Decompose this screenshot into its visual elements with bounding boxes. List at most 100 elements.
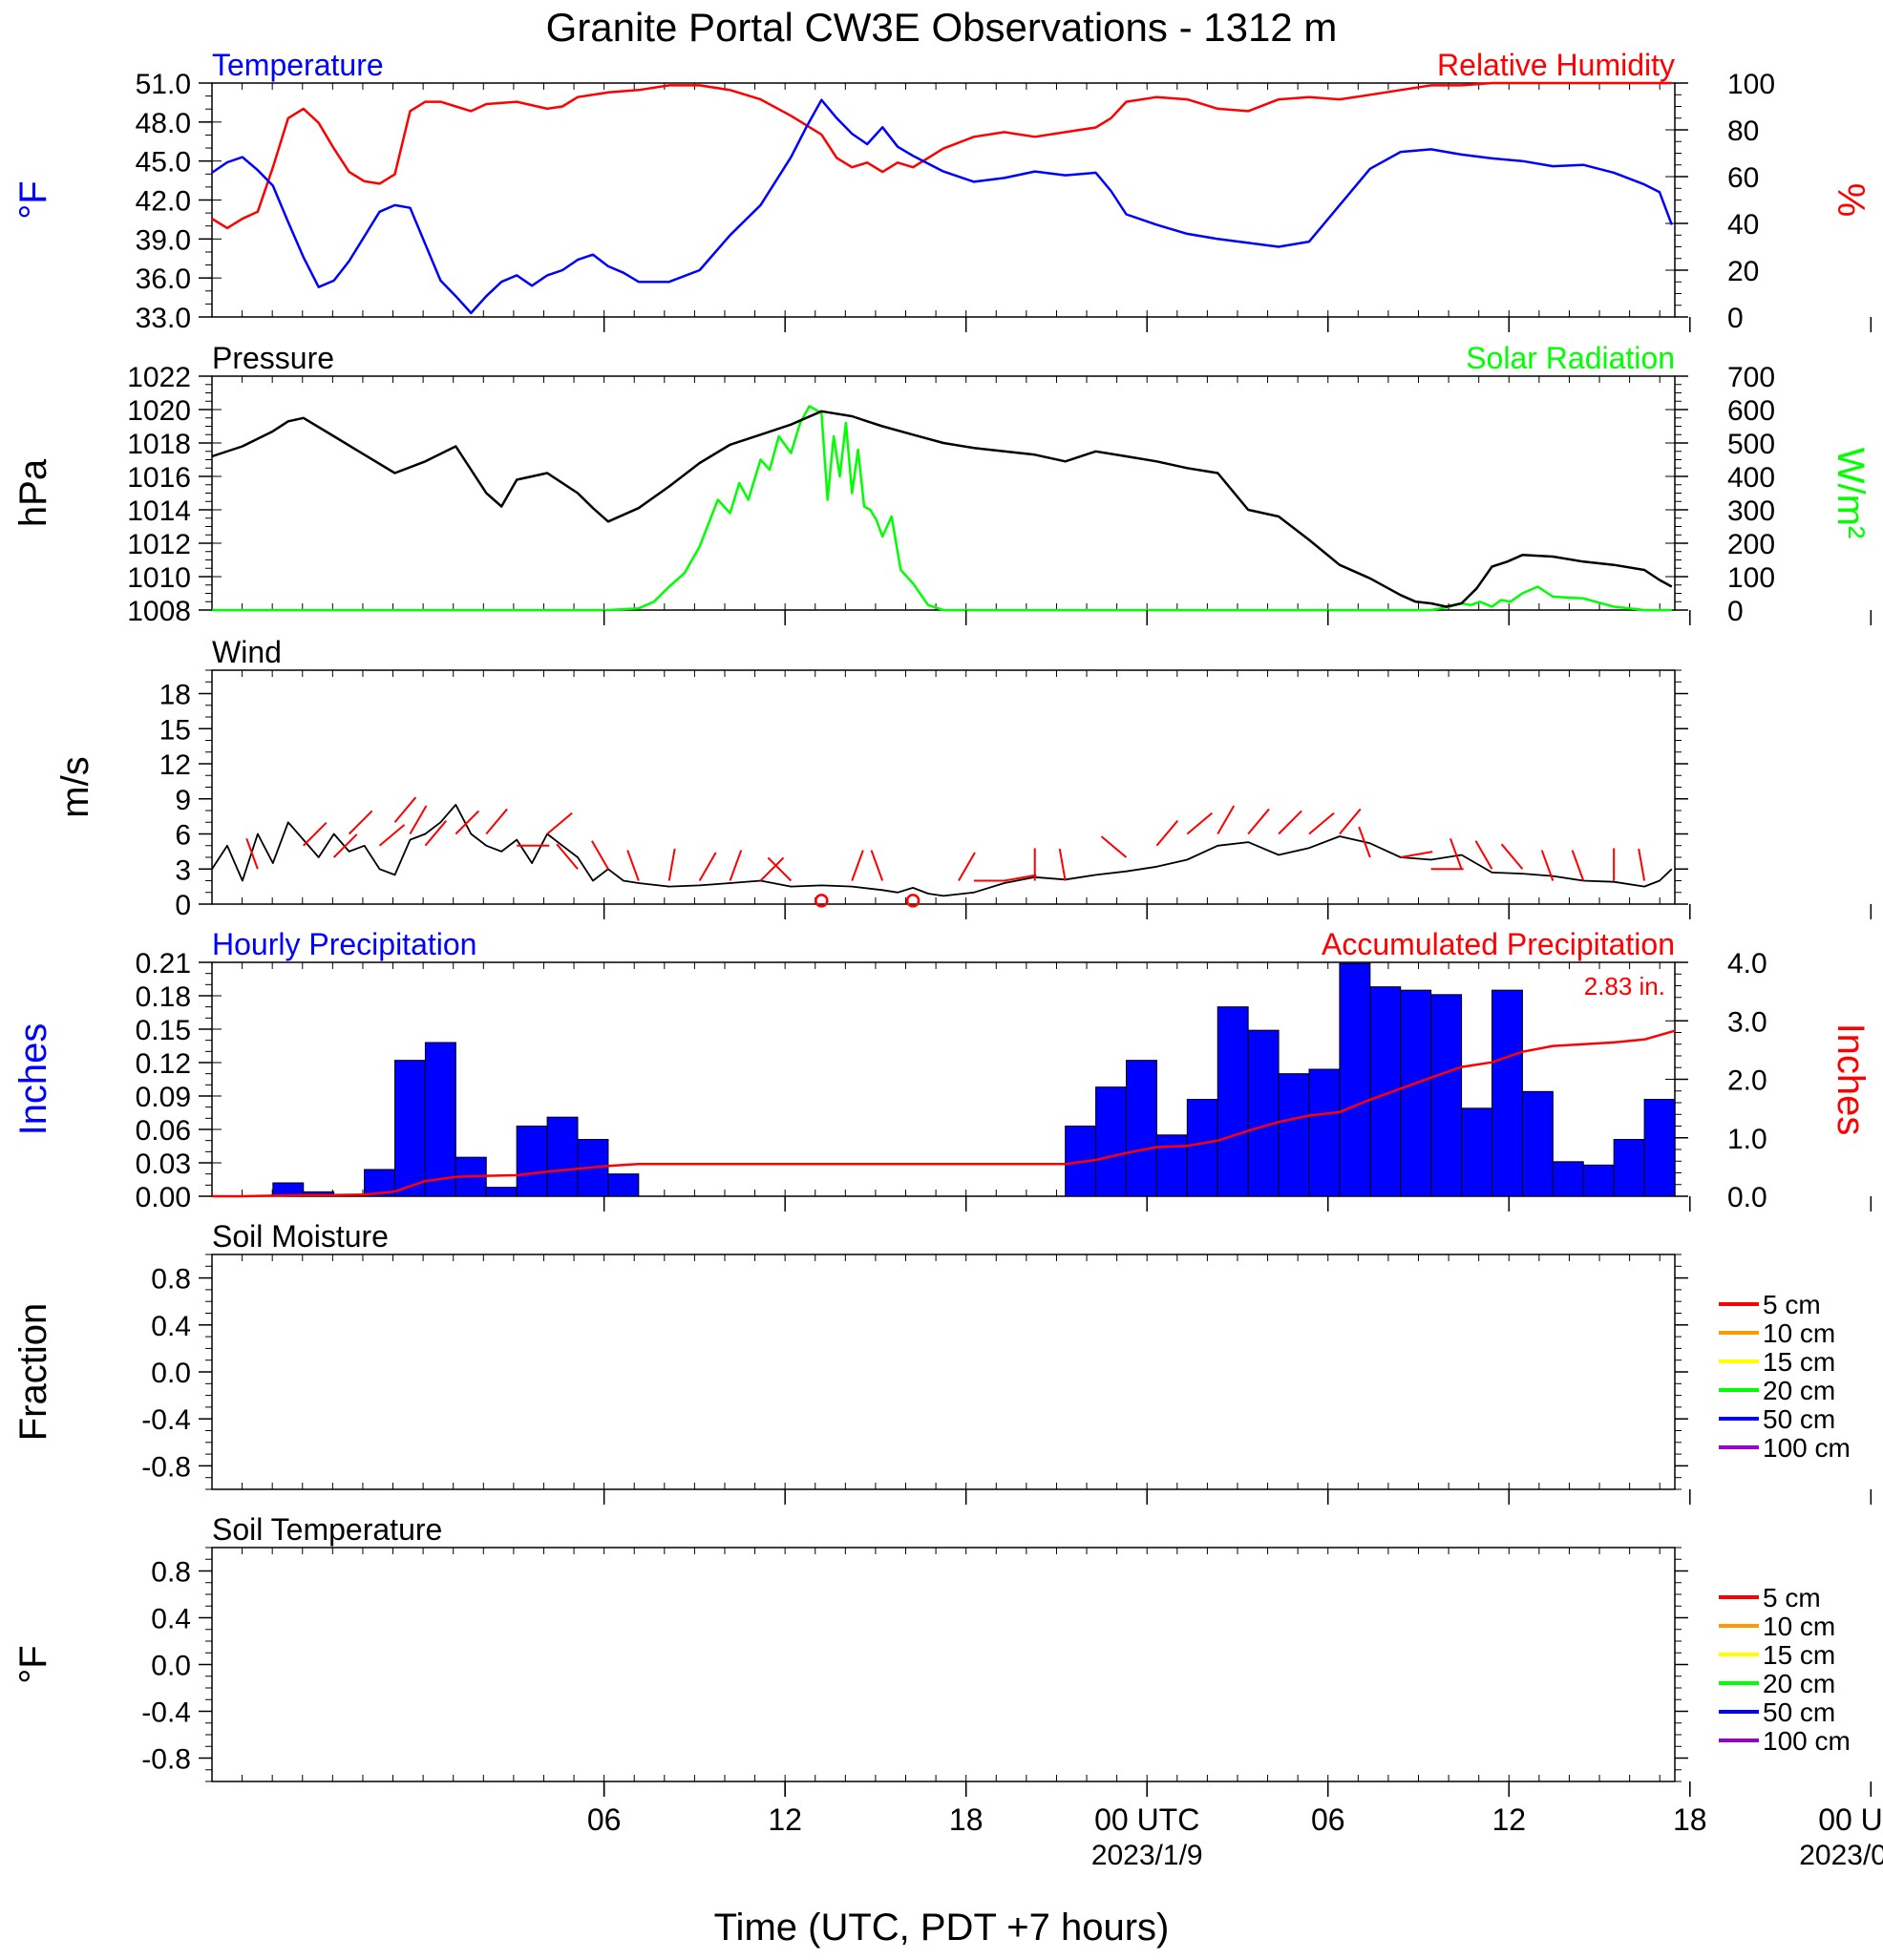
solar-series-line: [212, 405, 1672, 612]
wind-barb: [1247, 808, 1270, 835]
legend-label: 5 cm: [1763, 1583, 1821, 1612]
precip-bar: [1582, 1164, 1615, 1197]
hourly-precip-title: Hourly Precipitation: [212, 927, 476, 961]
pressure-axis-label: hPa: [12, 458, 54, 527]
x-tick-label: 12: [768, 1802, 802, 1837]
wind-barb: [1500, 843, 1524, 870]
precip-bar: [1400, 989, 1432, 1197]
y-tick-label: 33.0: [136, 303, 191, 334]
legend-label: 100 cm: [1763, 1433, 1851, 1463]
y-tick-label: 600: [1727, 395, 1775, 427]
x-tick-label: 18: [1673, 1802, 1707, 1837]
wind-barb: [626, 850, 640, 881]
precip-bar: [1521, 1090, 1554, 1197]
y-tick-label: 0.15: [136, 1015, 191, 1046]
y-tick-label: 51.0: [136, 69, 191, 100]
y-tick-label: 1014: [127, 495, 191, 527]
humidity-title: Relative Humidity: [1437, 48, 1675, 82]
soil-moisture-axis-label: Fraction: [12, 1303, 54, 1442]
legend-label: 20 cm: [1763, 1376, 1835, 1405]
y-tick-label: 0.21: [136, 948, 191, 980]
humidity-axis-label: %: [1830, 183, 1872, 218]
precip-bar: [1339, 962, 1371, 1197]
wind-barb: [958, 852, 976, 881]
wind-barb: [1155, 820, 1179, 847]
y-tick-label: -0.8: [141, 1744, 191, 1776]
temperature-series-line: [211, 98, 1673, 315]
precip-bar: [516, 1126, 548, 1197]
legend-label: 50 cm: [1763, 1404, 1835, 1434]
precip-right-axis-label: Inches: [1830, 1023, 1872, 1136]
accumulated-total-label: 2.83 in.: [1584, 972, 1665, 1001]
y-tick-label: 1.0: [1727, 1124, 1767, 1155]
y-tick-label: 0.12: [136, 1048, 191, 1080]
y-tick-label: 20: [1727, 256, 1759, 287]
y-tick-label: 40: [1727, 209, 1759, 241]
wind-barb: [591, 840, 609, 870]
x-tick-label: 12: [1492, 1802, 1526, 1837]
y-tick-label: 45.0: [136, 147, 191, 179]
wind-barb: [767, 856, 793, 882]
figure-title: Granite Portal CW3E Observations - 1312 …: [546, 5, 1338, 50]
y-tick-label: 6: [175, 820, 191, 852]
y-tick-label: 15: [159, 714, 191, 746]
x-date-label: 2023/01/10: [1799, 1840, 1883, 1871]
wind-barb: [332, 833, 358, 858]
x-tick-label: 18: [949, 1802, 984, 1837]
y-tick-label: 1010: [127, 562, 191, 594]
wind-barb: [1638, 848, 1646, 881]
y-tick-label: 2.0: [1727, 1065, 1767, 1097]
humidity-series-line: [211, 81, 1672, 230]
y-tick-label: 36.0: [136, 263, 191, 295]
x-tick-label: 00 UTC: [1818, 1802, 1883, 1837]
y-tick-label: 300: [1727, 495, 1775, 527]
precip-bar: [1186, 1099, 1218, 1197]
y-tick-label: 60: [1727, 162, 1759, 194]
legend-label: 15 cm: [1763, 1640, 1835, 1670]
wind-barb: [1571, 850, 1585, 881]
wind-barb: [729, 850, 743, 881]
y-tick-label: 0: [175, 890, 191, 921]
wind-barb: [1278, 810, 1302, 835]
x-date-label: 2023/1/9: [1091, 1840, 1203, 1871]
precip-bar: [607, 1173, 640, 1197]
wind-barb: [1186, 811, 1214, 835]
y-tick-label: 200: [1727, 529, 1775, 560]
wind-barb: [303, 822, 328, 847]
wind-axis-label: m/s: [54, 756, 96, 817]
y-tick-label: 100: [1727, 562, 1775, 594]
accumulated-precip-line: [212, 1029, 1676, 1198]
wind-barb: [1058, 848, 1067, 881]
wind-barb: [698, 852, 717, 881]
y-tick-label: 48.0: [136, 108, 191, 139]
legend-label: 5 cm: [1763, 1290, 1821, 1319]
precip-bar: [1095, 1086, 1128, 1197]
y-tick-label: 4.0: [1727, 948, 1767, 980]
y-tick-label: 0.00: [136, 1182, 191, 1213]
x-tick-label: 00 UTC: [1094, 1802, 1199, 1837]
y-tick-label: 1008: [127, 596, 191, 627]
y-tick-label: 0.8: [151, 1264, 191, 1296]
temperature-axis-label: °F: [12, 180, 54, 219]
y-tick-label: 1012: [127, 529, 191, 560]
panels-group: 51.048.045.042.039.036.033.0100806040200…: [12, 48, 1883, 1871]
wind-speed-line: [211, 804, 1673, 897]
soil-temperature-axis-label: °F: [12, 1645, 54, 1683]
precip-bar: [394, 1060, 426, 1197]
y-tick-label: 0.09: [136, 1082, 191, 1113]
legend-label: 50 cm: [1763, 1697, 1835, 1727]
wind-calm-marker: [905, 894, 920, 908]
panel-precipitation: 0.210.180.150.120.090.060.030.00 4.0 3.0 2.…: [12, 927, 1872, 1213]
wind-barb: [245, 837, 259, 870]
y-tick-label: 0: [1727, 303, 1744, 334]
panel-soil-moisture: 0.8 0.4 0.0 -0.4 -0.8 Soil Moisture Fraction 5 …: [12, 1219, 1851, 1490]
wind-barb: [393, 796, 417, 823]
y-tick-label: 0.03: [136, 1149, 191, 1180]
precip-bar: [485, 1187, 518, 1197]
legend-label: 100 cm: [1763, 1726, 1851, 1756]
pressure-series-line: [211, 410, 1673, 608]
y-tick-label: 0.06: [136, 1115, 191, 1147]
